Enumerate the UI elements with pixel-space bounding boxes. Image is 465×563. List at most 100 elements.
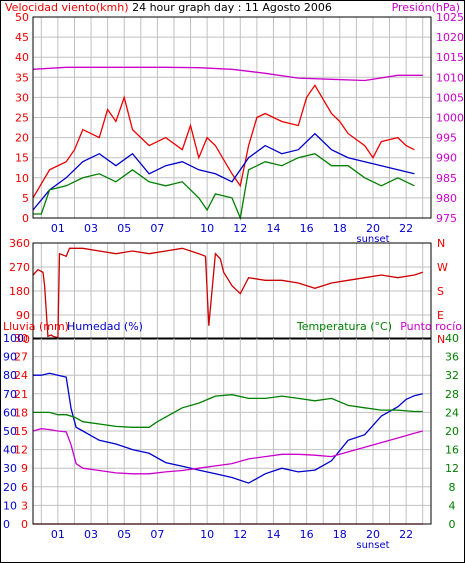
x-tick-label: 18	[333, 222, 347, 235]
rain-tick-label: 0	[21, 518, 28, 531]
wind-tick-label: 25	[15, 112, 29, 125]
x-tick-label: 10	[200, 528, 214, 541]
pressure-tick-label: 975	[436, 212, 457, 225]
x-tick-label: 07	[150, 222, 164, 235]
temperature-tick-label: 12	[445, 462, 459, 475]
top-series	[32, 66, 423, 221]
temperature-tick-label: 40	[445, 332, 459, 345]
humidity-tick-label: 0	[3, 518, 10, 531]
x-tick-label: 20	[366, 528, 380, 541]
rain-tick-label: 27	[14, 351, 28, 364]
wind-speed-line	[33, 152, 415, 221]
rain-tick-label: 12	[14, 444, 28, 457]
pressure-tick-label: 1010	[436, 71, 464, 84]
x-tick-label: 14	[266, 528, 280, 541]
humidity-tick-label: 10	[3, 499, 17, 512]
wind-average-line	[32, 132, 415, 211]
temperature-axis-title: Temperatura (°C)	[296, 320, 392, 333]
x-tick-label: 16	[300, 528, 314, 541]
pressure-line	[32, 66, 423, 82]
x-tick-label: 01	[51, 222, 65, 235]
x-tick-label: 16	[300, 222, 314, 235]
temperature-tick-label: 16	[445, 444, 459, 457]
temperature-tick-label: 0	[449, 518, 456, 531]
top-grid	[33, 16, 431, 219]
x-tick-label: 18	[333, 528, 347, 541]
bottom-plot-border	[32, 337, 432, 525]
temperature-tick-label: 36	[445, 351, 459, 364]
top-x-axis: 01 03 05 07 10 12 14 16 18 20 22 sunset	[51, 222, 413, 245]
temperature-line	[33, 394, 423, 428]
wind-tick-label: 10	[15, 172, 29, 185]
rain-tick-label: 6	[21, 481, 28, 494]
wind-tick-label: 15	[15, 152, 29, 165]
x-tick-label: 07	[150, 528, 164, 541]
humidity-tick-label: 20	[3, 481, 17, 494]
humidity-tick-label: 80	[3, 369, 17, 382]
mid-plot-border	[32, 242, 432, 340]
rain-tick-label: 3	[21, 499, 28, 512]
wind-tick-label: 30	[15, 91, 29, 104]
direction-tick-label: 270	[9, 261, 30, 274]
wind-tick-label: 0	[22, 212, 29, 225]
temperature-y-axis: 0 4 8 12 16 20 24 28 32 36 40	[445, 332, 459, 531]
humidity-tick-label: 50	[3, 425, 17, 438]
x-tick-label: 14	[266, 222, 280, 235]
x-tick-label: 05	[117, 528, 131, 541]
pressure-axis-title: Presión(hPa)	[392, 1, 460, 14]
wind-gust-line	[32, 84, 415, 199]
direction-tick-label: 90	[16, 309, 30, 322]
dewpoint-line	[32, 428, 423, 475]
bottom-x-axis: 01 03 05 07 10 12 14 16 18 20 22 sunset	[51, 528, 413, 551]
pressure-tick-label: 1000	[436, 112, 464, 125]
wind-axis-title: Velocidad viento(kmh)	[5, 1, 129, 14]
direction-tick-label: 0	[23, 333, 30, 346]
rain-tick-label: 21	[14, 388, 28, 401]
pressure-tick-label: 980	[436, 192, 457, 205]
direction-letter: E	[437, 309, 444, 322]
top-plot-border	[32, 16, 432, 219]
x-tick-label: 12	[233, 528, 247, 541]
pressure-tick-label: 1020	[436, 31, 464, 44]
humidity-tick-label: 70	[3, 388, 17, 401]
pressure-y-axis: 975 980 985 990 995 1000 1005 1010 1015 1020 1025	[436, 11, 464, 225]
wind-tick-label: 35	[15, 71, 29, 84]
temperature-tick-label: 8	[449, 481, 456, 494]
rain-tick-label: 18	[14, 406, 28, 419]
x-tick-label: 20	[366, 222, 380, 235]
humidity-tick-label: 90	[3, 351, 17, 364]
pressure-tick-label: 1025	[436, 11, 464, 24]
temperature-tick-label: 4	[449, 499, 456, 512]
x-tick-label: 10	[200, 222, 214, 235]
rain-tick-label: 9	[21, 462, 28, 475]
x-tick-label: 03	[84, 528, 98, 541]
rain-tick-label: 15	[14, 425, 28, 438]
rain-tick-label: 30	[14, 332, 28, 345]
pressure-tick-label: 1005	[436, 91, 464, 104]
dewpoint-axis-title: Punto rocío	[400, 320, 462, 333]
temperature-tick-label: 24	[445, 406, 459, 419]
humidity-line	[33, 372, 423, 484]
wind-direction-line	[32, 247, 423, 339]
humidity-axis-title: Humedad (%)	[67, 320, 143, 333]
wind-tick-label: 45	[15, 31, 29, 44]
bottom-grid	[33, 337, 431, 525]
humidity-tick-label: 60	[3, 406, 17, 419]
direction-letter: S	[437, 285, 444, 298]
mid-series	[32, 247, 423, 339]
humidity-temperature-panel: 0369121518212427300102030405060708090100…	[3, 332, 459, 551]
chart-title: 24 hour graph day : 11 Agosto 2006	[132, 1, 332, 14]
humidity-tick-label: 30	[3, 462, 17, 475]
x-tick-label: 05	[117, 222, 131, 235]
rain-axis-title: Lluvia (mm)	[3, 320, 69, 333]
direction-letter: W	[437, 261, 448, 274]
x-tick-label: 22	[399, 222, 413, 235]
humidity-tick-label: 40	[3, 444, 17, 457]
wind-tick-label: 50	[15, 11, 29, 24]
direction-letter: N	[437, 237, 445, 250]
pressure-tick-label: 995	[436, 132, 457, 145]
temperature-tick-label: 28	[445, 388, 459, 401]
